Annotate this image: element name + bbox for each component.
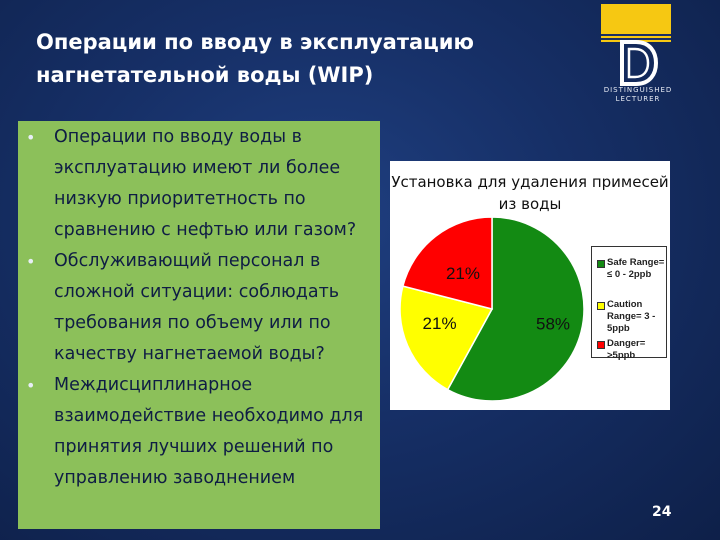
bullet-item: • Обслуживающий персонал в сложной ситуа… (24, 246, 380, 370)
bullet-text: Междисциплинарное взаимодействие необход… (54, 375, 364, 488)
pie-label-caution: 21% (423, 314, 457, 333)
pie-slice-caution (399, 285, 494, 391)
slide-title: Операции по вводу в эксплуатацию нагнета… (36, 26, 576, 92)
pie-label-safe: 58% (536, 315, 570, 334)
logo-d-icon (620, 40, 658, 86)
bullet-dot-icon: • (26, 376, 36, 395)
bullet-dot-icon: • (26, 252, 36, 271)
legend-item-danger: Danger= >5ppb (597, 338, 665, 362)
legend-label-danger: Danger= >5ppb (607, 338, 646, 361)
pie-slice-danger (401, 216, 493, 310)
legend-item-safe: Safe Range= ≤ 0 - 2ppb (597, 257, 665, 281)
legend-item-caution: Caution Range= 3 - 5ppb (597, 299, 665, 335)
legend-label-safe: Safe Range= ≤ 0 - 2ppb (607, 257, 665, 280)
logo-text: DISTINGUISHED LECTURER (598, 86, 678, 104)
pie-chart: Установка для удаления примесей из воды … (390, 161, 670, 410)
legend-swatch-safe (597, 260, 605, 268)
pie-label-danger: 21% (446, 264, 480, 283)
bullet-item: • Операции по вводу воды в эксплуатацию … (24, 122, 380, 246)
bullet-item: • Междисциплинарное взаимодействие необх… (24, 370, 380, 494)
chart-title: Установка для удаления примесей из воды (391, 173, 669, 213)
logo-bar (601, 4, 671, 42)
bullet-text: Операции по вводу воды в эксплуатацию им… (54, 127, 357, 240)
legend-swatch-danger (597, 341, 605, 349)
bullet-panel (18, 121, 380, 529)
slide-title-line-1: Операции по вводу в эксплуатацию (36, 30, 474, 54)
logo-text-line-1: DISTINGUISHED (603, 86, 673, 94)
legend-label-caution: Caution Range= 3 - 5ppb (607, 299, 656, 334)
legend-swatch-caution (597, 302, 605, 310)
pie-chart-svg: 58% 21% 21% (399, 216, 585, 402)
pie-slice-safe (446, 216, 585, 402)
bullet-dot-icon: • (26, 128, 36, 147)
bullet-text: Обслуживающий персонал в сложной ситуаци… (54, 251, 340, 364)
slide-title-line-2: нагнетательной воды (WIP) (36, 63, 374, 87)
chart-legend: Safe Range= ≤ 0 - 2ppb Caution Range= 3 … (591, 246, 667, 361)
bullet-list: • Операции по вводу воды в эксплуатацию … (24, 122, 380, 494)
logo-text-line-2: LECTURER (615, 95, 661, 103)
page-number: 24 (652, 504, 672, 520)
